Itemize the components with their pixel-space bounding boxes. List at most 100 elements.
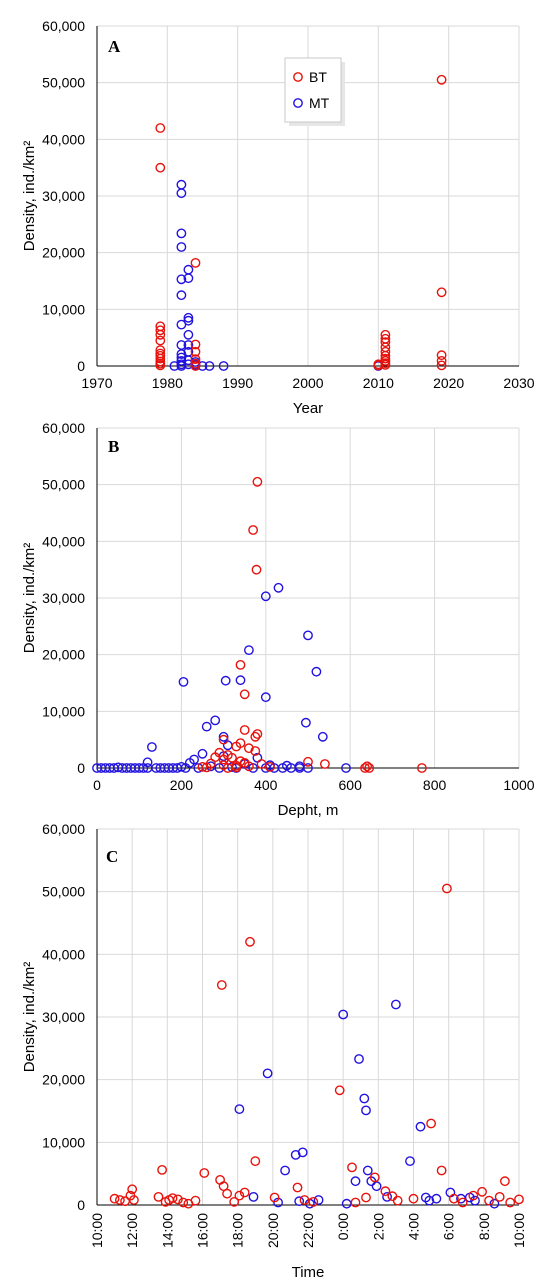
data-point-bt	[250, 746, 261, 756]
data-point-mt	[470, 1195, 480, 1206]
y-tick-label: 20,000	[42, 245, 85, 261]
data-point-bt	[369, 1172, 380, 1183]
chart-panel-b: 0 10,000 20,000 30,000 40,000 50,000 60,000 0 20…	[21, 420, 535, 819]
data-point-mt	[197, 361, 208, 371]
panel-label: A	[108, 37, 121, 56]
data-point-bt	[190, 346, 201, 357]
data-point-bt	[155, 123, 166, 133]
data-point-mt	[168, 763, 178, 773]
data-point-mt	[489, 1198, 500, 1209]
data-point-bt	[436, 74, 447, 85]
data-point-bt	[269, 1192, 280, 1203]
data-point-bt	[216, 980, 227, 990]
x-tick-label: 2010	[363, 375, 394, 391]
data-point-mt	[210, 715, 221, 726]
data-point-bt	[201, 762, 212, 773]
x-tick-label: 8:00	[476, 1213, 492, 1240]
data-point-mt	[218, 731, 229, 742]
data-point-bt	[231, 741, 242, 752]
data-point-mt	[138, 763, 149, 773]
data-point-bt	[468, 1190, 479, 1201]
data-point-bt	[178, 1197, 189, 1208]
x-axis-title: Depht, m	[278, 802, 339, 819]
data-point-bt	[243, 743, 254, 754]
data-point-mt	[297, 1147, 308, 1158]
data-point-bt	[231, 762, 242, 773]
data-point-mt	[183, 273, 194, 284]
data-point-mt	[183, 340, 194, 350]
x-tick-label: 2020	[433, 375, 464, 391]
data-point-bt	[155, 162, 166, 173]
data-point-mt	[405, 1156, 415, 1167]
data-point-bt	[436, 360, 447, 371]
legend-marker-mt	[293, 98, 303, 108]
data-point-bt	[457, 1197, 468, 1208]
data-point-bt	[380, 359, 391, 370]
data-point-bt	[319, 759, 330, 769]
x-tick-label: 0	[93, 777, 101, 793]
data-point-mt	[280, 1165, 290, 1176]
data-point-mt	[260, 692, 271, 703]
data-point-bt	[250, 731, 261, 742]
data-point-bt	[494, 1192, 505, 1202]
legend-label-mt: MT	[309, 95, 330, 111]
data-point-mt	[176, 349, 187, 359]
data-point-bt	[252, 729, 263, 739]
x-tick-label: 14:00	[159, 1213, 175, 1248]
data-point-bt	[190, 339, 201, 350]
y-tick-label: 50,000	[42, 477, 85, 493]
data-point-bt	[380, 1186, 391, 1197]
y-tick-label: 60,000	[42, 821, 85, 837]
x-tick-label: 10:00	[89, 1213, 105, 1248]
legend-marker-bt	[293, 72, 303, 82]
data-point-bt	[292, 1182, 303, 1193]
data-point-mt	[294, 1196, 305, 1207]
x-tick-label: 2030	[503, 375, 534, 391]
data-point-bt	[190, 361, 201, 371]
data-point-mt	[311, 666, 322, 677]
data-point-mt	[234, 1104, 245, 1115]
x-tick-label: 1980	[152, 375, 183, 391]
data-point-mt	[176, 228, 187, 239]
chart-panel-a: 0 10,000 20,000 30,000 40,000 50,000 60,000 197…	[21, 18, 535, 417]
panel-label: B	[108, 437, 119, 456]
data-point-bt	[416, 763, 427, 773]
data-point-bt	[373, 360, 384, 371]
data-point-mt	[415, 1121, 426, 1132]
data-point-mt	[317, 731, 328, 742]
y-tick-label: 40,000	[42, 946, 85, 962]
x-tick-label: 10:00	[511, 1213, 527, 1248]
x-tick-label: 20:00	[265, 1213, 281, 1248]
x-tick-label: 1970	[81, 375, 112, 391]
data-point-bt	[155, 360, 166, 371]
chart-panel-c: 0 10,000 20,000 30,000 40,000 50,000 60,000 10:…	[21, 821, 527, 1281]
data-point-bt	[128, 1195, 139, 1205]
y-tick-label: 10,000	[42, 703, 85, 719]
data-point-bt	[235, 660, 246, 670]
y-tick-label: 60,000	[42, 18, 85, 34]
data-point-mt	[176, 340, 187, 350]
data-point-mt	[146, 742, 157, 752]
x-tick-label: 2:00	[370, 1213, 386, 1240]
data-point-bt	[380, 329, 391, 340]
data-point-mt	[390, 999, 401, 1010]
data-point-mt	[313, 1195, 324, 1205]
x-tick-label: 12:00	[124, 1213, 140, 1248]
panel-label: C	[106, 847, 118, 866]
y-axis-title: Density, ind./km²	[21, 543, 38, 654]
data-point-bt	[234, 1190, 245, 1201]
y-tick-label: 60,000	[42, 420, 85, 436]
x-tick-label: 2000	[292, 375, 323, 391]
data-point-bt	[448, 1193, 459, 1204]
data-point-mt	[248, 1192, 259, 1202]
data-point-bt	[436, 1165, 447, 1176]
data-point-bt	[360, 763, 370, 773]
data-point-bt	[380, 346, 391, 357]
data-point-bt	[484, 1195, 494, 1206]
data-point-bt	[127, 1184, 138, 1195]
data-point-bt	[218, 754, 229, 765]
y-tick-label: 10,000	[42, 301, 85, 317]
data-point-bt	[190, 354, 201, 365]
data-point-bt	[172, 1194, 183, 1205]
